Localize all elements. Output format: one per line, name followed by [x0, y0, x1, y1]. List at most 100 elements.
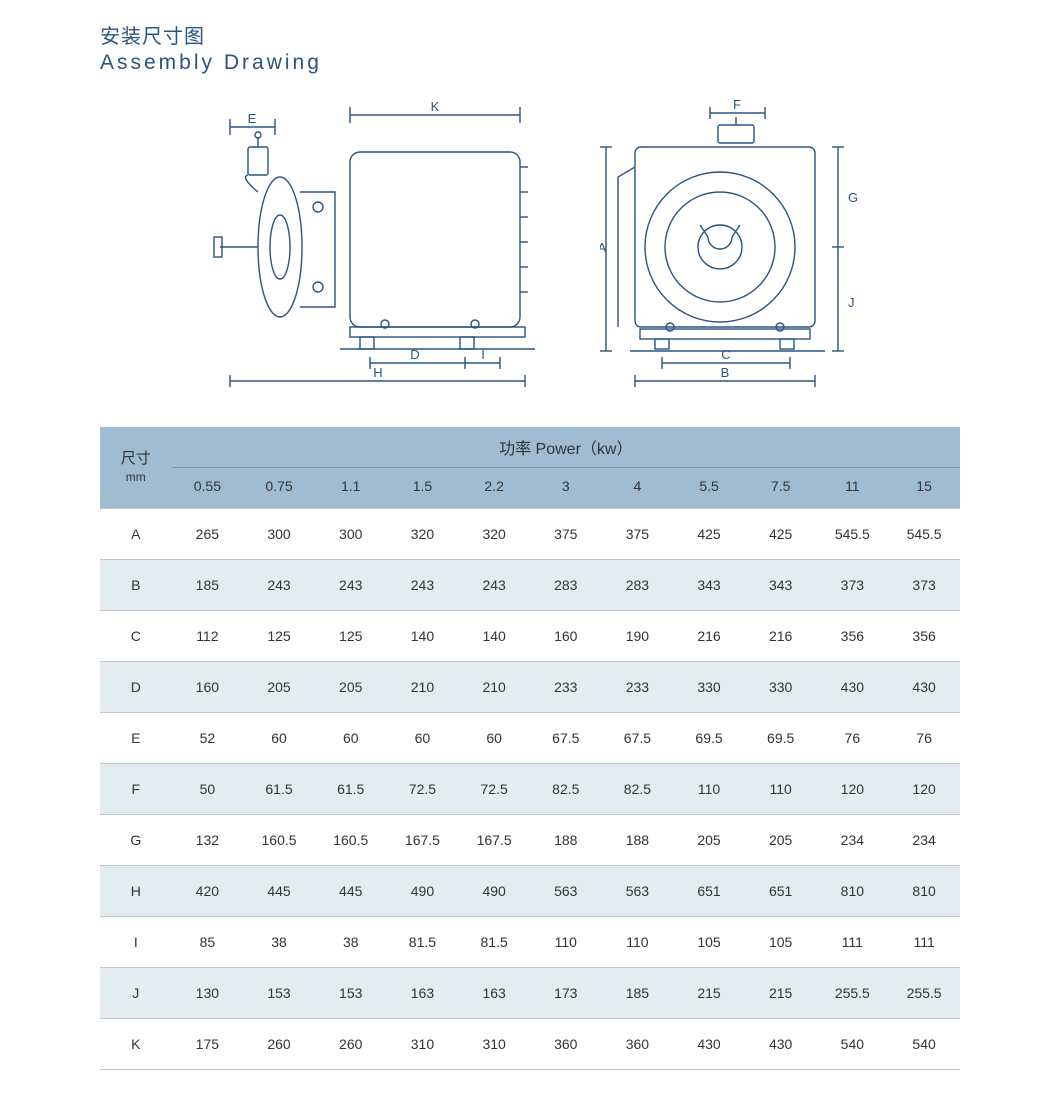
cell-value: 330 — [673, 662, 745, 713]
row-label: K — [100, 1019, 172, 1070]
cell-value: 310 — [458, 1019, 530, 1070]
cell-value: 260 — [315, 1019, 387, 1070]
cell-value: 125 — [243, 611, 315, 662]
cell-value: 153 — [243, 968, 315, 1019]
cell-value: 185 — [172, 560, 244, 611]
cell-value: 563 — [602, 866, 674, 917]
cell-value: 69.5 — [745, 713, 817, 764]
cell-value: 175 — [172, 1019, 244, 1070]
header-power-col: 3 — [530, 468, 602, 509]
cell-value: 167.5 — [387, 815, 459, 866]
cell-value: 360 — [530, 1019, 602, 1070]
cell-value: 310 — [387, 1019, 459, 1070]
cell-value: 61.5 — [243, 764, 315, 815]
cell-value: 356 — [816, 611, 888, 662]
row-label: J — [100, 968, 172, 1019]
cell-value: 38 — [243, 917, 315, 968]
table-row: H420445445490490563563651651810810 — [100, 866, 960, 917]
header-power-col: 2.2 — [458, 468, 530, 509]
row-label: G — [100, 815, 172, 866]
table-row: A265300300320320375375425425545.5545.5 — [100, 509, 960, 560]
cell-value: 60 — [243, 713, 315, 764]
dim-label-F: F — [733, 97, 741, 112]
cell-value: 255.5 — [816, 968, 888, 1019]
table-row: I85383881.581.5110110105105111111 — [100, 917, 960, 968]
cell-value: 76 — [816, 713, 888, 764]
row-label: E — [100, 713, 172, 764]
cell-value: 545.5 — [816, 509, 888, 560]
cell-value: 120 — [888, 764, 960, 815]
cell-value: 243 — [458, 560, 530, 611]
cell-value: 260 — [243, 1019, 315, 1070]
cell-value: 61.5 — [315, 764, 387, 815]
cell-value: 205 — [315, 662, 387, 713]
cell-value: 72.5 — [458, 764, 530, 815]
table-row: K175260260310310360360430430540540 — [100, 1019, 960, 1070]
row-label: A — [100, 509, 172, 560]
cell-value: 490 — [387, 866, 459, 917]
cell-value: 38 — [315, 917, 387, 968]
cell-value: 163 — [387, 968, 459, 1019]
cell-value: 425 — [745, 509, 817, 560]
cell-value: 130 — [172, 968, 244, 1019]
table-row: D160205205210210233233330330430430 — [100, 662, 960, 713]
cell-value: 373 — [888, 560, 960, 611]
dim-label-A: A — [600, 240, 607, 255]
table-row: F5061.561.572.572.582.582.5110110120120 — [100, 764, 960, 815]
row-label: F — [100, 764, 172, 815]
cell-value: 60 — [458, 713, 530, 764]
cell-value: 67.5 — [530, 713, 602, 764]
cell-value: 300 — [315, 509, 387, 560]
cell-value: 160 — [530, 611, 602, 662]
cell-value: 430 — [888, 662, 960, 713]
cell-value: 205 — [243, 662, 315, 713]
cell-value: 320 — [458, 509, 530, 560]
cell-value: 205 — [673, 815, 745, 866]
cell-value: 243 — [387, 560, 459, 611]
cell-value: 81.5 — [458, 917, 530, 968]
cell-value: 216 — [673, 611, 745, 662]
cell-value: 60 — [315, 713, 387, 764]
table-row: J130153153163163173185215215255.5255.5 — [100, 968, 960, 1019]
dim-label-E: E — [248, 111, 257, 126]
cell-value: 215 — [673, 968, 745, 1019]
cell-value: 545.5 — [888, 509, 960, 560]
cell-value: 110 — [745, 764, 817, 815]
cell-value: 120 — [816, 764, 888, 815]
dim-label-C: C — [721, 347, 730, 362]
dim-label-K: K — [431, 99, 440, 114]
cell-value: 185 — [602, 968, 674, 1019]
cell-value: 233 — [530, 662, 602, 713]
drawing-front-view: F — [600, 97, 860, 397]
cell-value: 255.5 — [888, 968, 960, 1019]
table-row: E526060606067.567.569.569.57676 — [100, 713, 960, 764]
cell-value: 810 — [888, 866, 960, 917]
cell-value: 651 — [745, 866, 817, 917]
cell-value: 216 — [745, 611, 817, 662]
header-dimension: 尺寸 mm — [100, 427, 172, 509]
cell-value: 188 — [530, 815, 602, 866]
cell-value: 320 — [387, 509, 459, 560]
cell-value: 52 — [172, 713, 244, 764]
cell-value: 60 — [387, 713, 459, 764]
cell-value: 85 — [172, 917, 244, 968]
cell-value: 356 — [888, 611, 960, 662]
header-power-values: 0.550.751.11.52.2345.57.51115 — [100, 468, 960, 509]
cell-value: 430 — [745, 1019, 817, 1070]
cell-value: 125 — [315, 611, 387, 662]
header-power-col: 1.1 — [315, 468, 387, 509]
dim-label-J: J — [848, 295, 855, 310]
cell-value: 343 — [673, 560, 745, 611]
cell-value: 265 — [172, 509, 244, 560]
cell-value: 167.5 — [458, 815, 530, 866]
cell-value: 188 — [602, 815, 674, 866]
cell-value: 234 — [888, 815, 960, 866]
cell-value: 76 — [888, 713, 960, 764]
drawing-side-view: K E — [200, 97, 540, 397]
cell-value: 360 — [602, 1019, 674, 1070]
header-power-col: 1.5 — [387, 468, 459, 509]
cell-value: 810 — [816, 866, 888, 917]
row-label: H — [100, 866, 172, 917]
cell-value: 430 — [673, 1019, 745, 1070]
row-label: C — [100, 611, 172, 662]
